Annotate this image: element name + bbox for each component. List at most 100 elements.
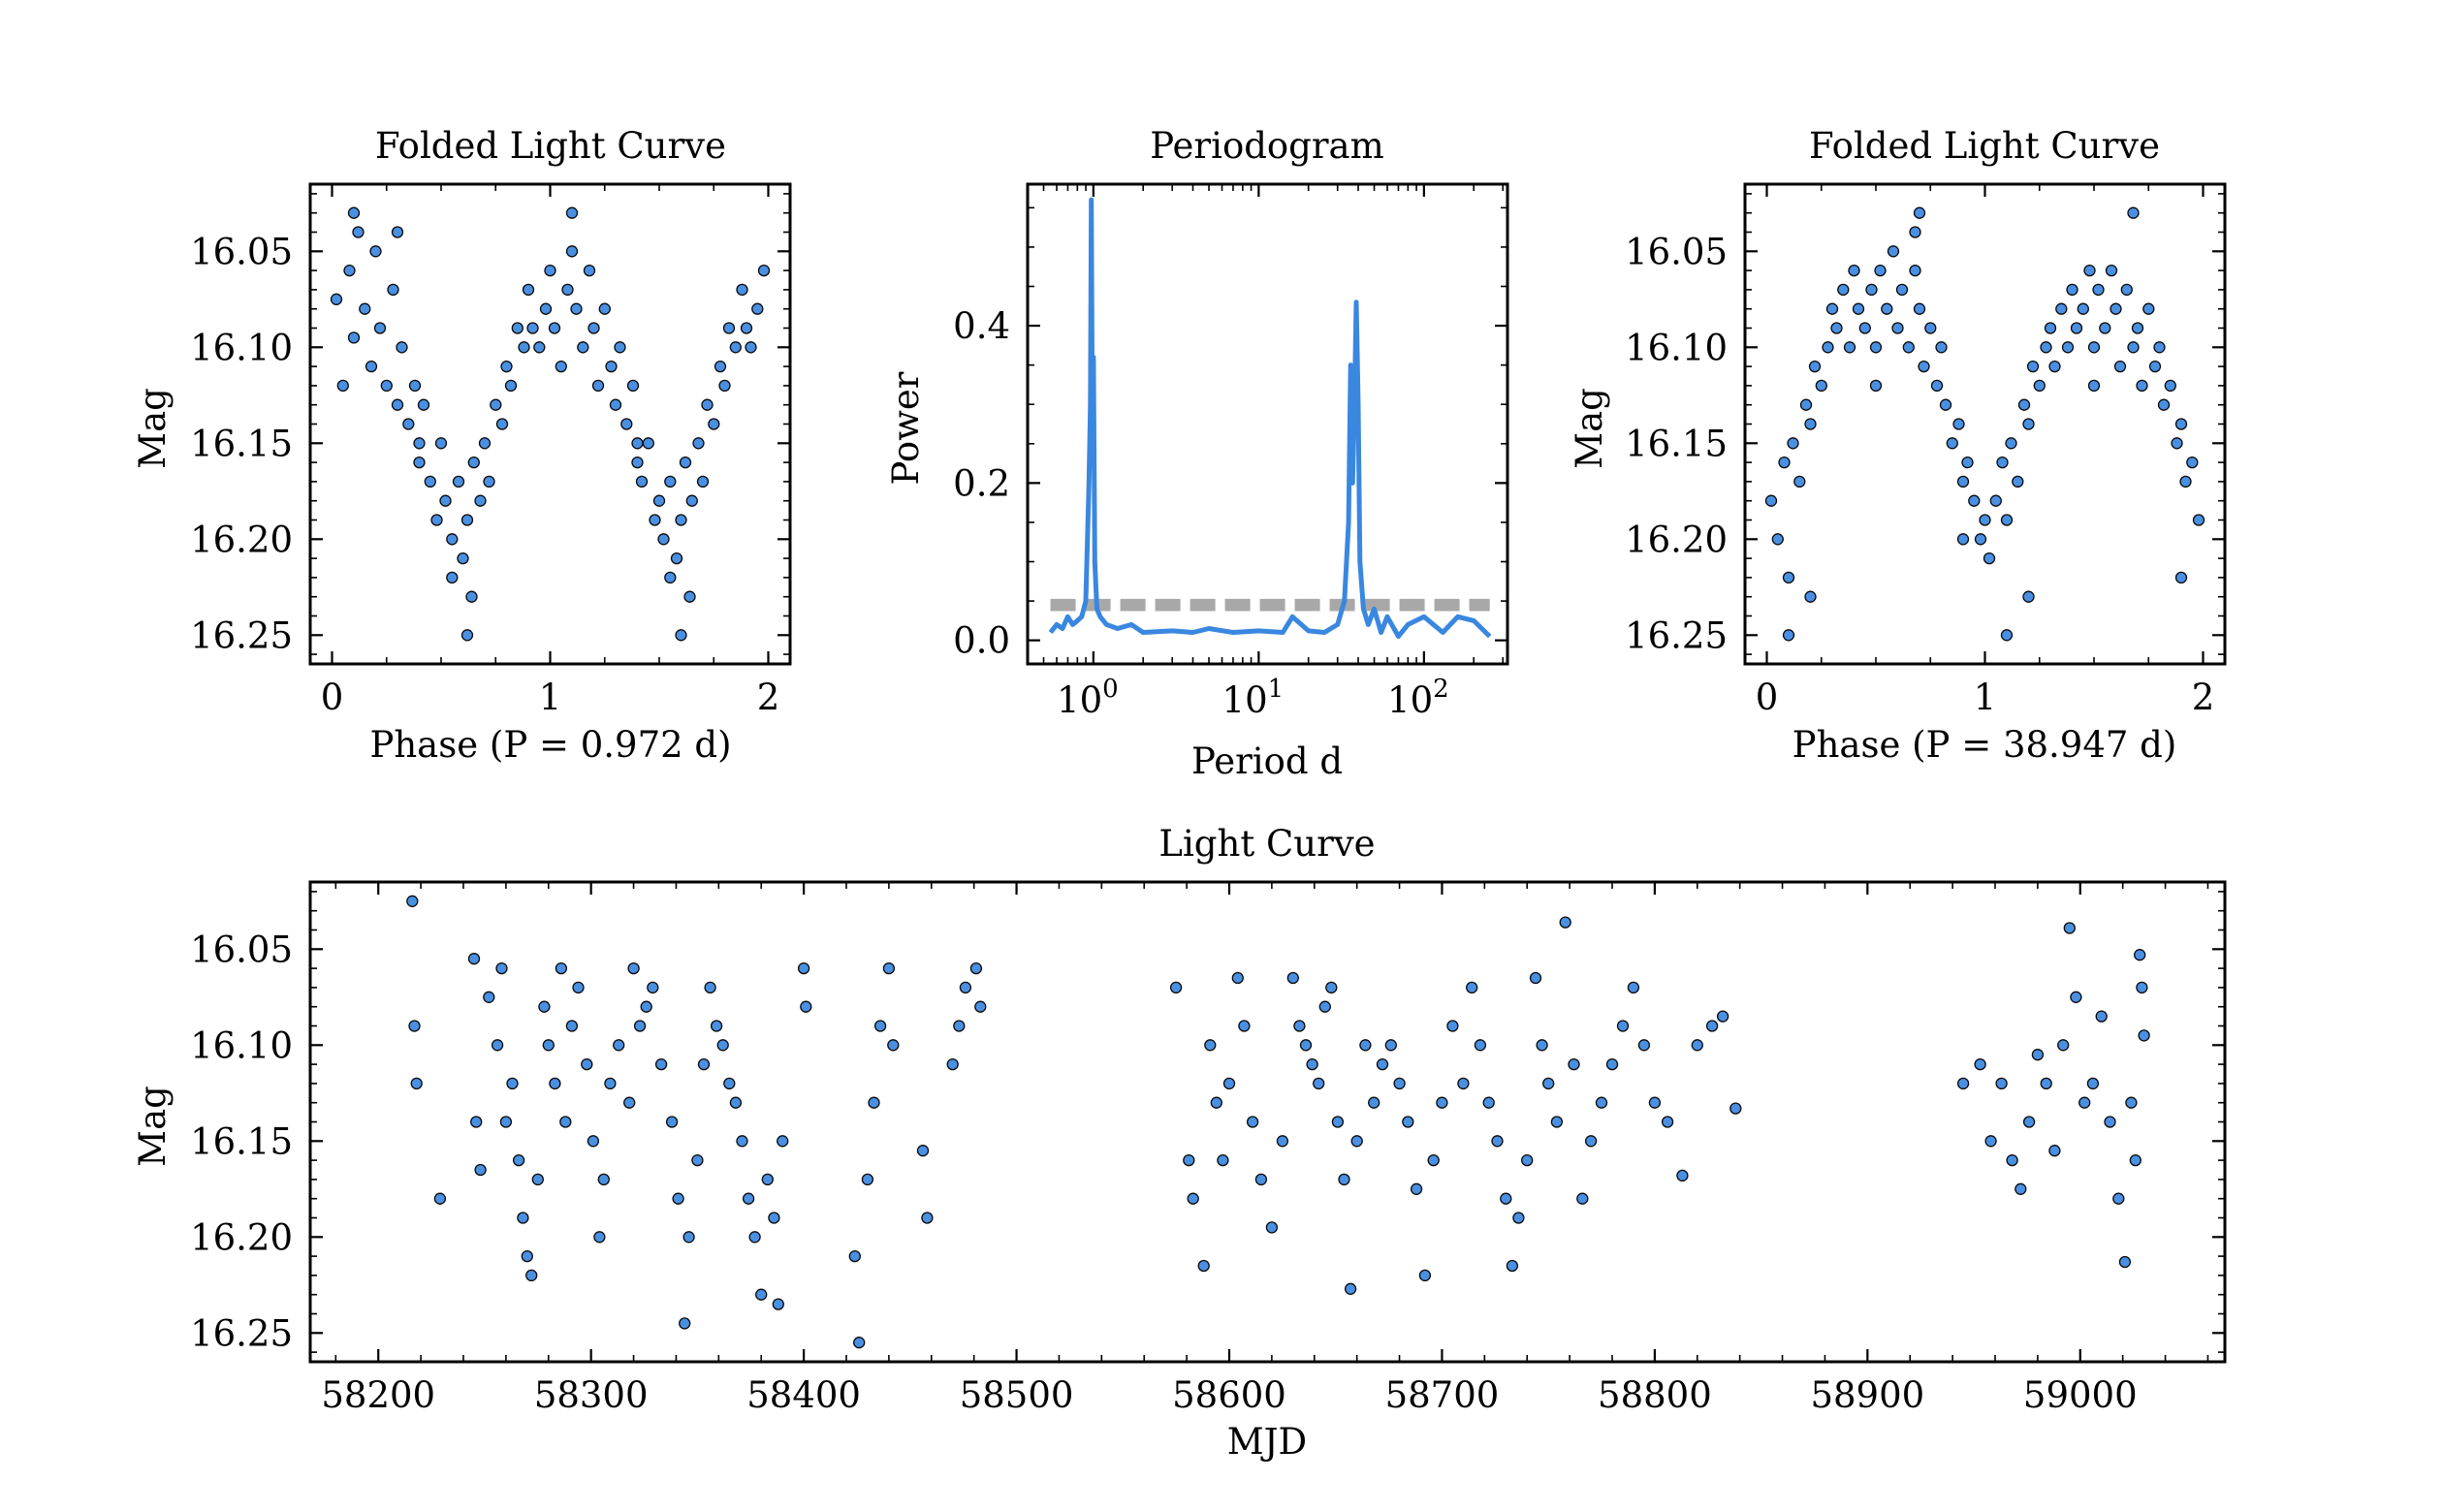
light-curve-panel: Light Curve MJD Mag 16.05 16.10 16.15 16.20… <box>132 823 2227 1463</box>
light-curve-frame <box>308 880 2227 1364</box>
data-point <box>685 494 698 507</box>
data-point <box>1858 322 1871 334</box>
data-point <box>2040 341 2052 354</box>
data-point <box>457 551 469 565</box>
data-point <box>2040 1077 2052 1090</box>
data-point <box>1822 341 1834 354</box>
data-point <box>1500 1192 1512 1205</box>
x-tick-label: 58400 <box>746 1374 861 1416</box>
data-point <box>359 302 371 315</box>
data-point <box>1436 1096 1448 1109</box>
data-point <box>549 1077 561 1090</box>
data-point <box>402 418 415 430</box>
data-point <box>1837 283 1850 297</box>
data-point <box>691 1153 704 1167</box>
x-tick-label: 101 <box>1222 675 1285 721</box>
data-point <box>373 322 387 334</box>
data-point <box>882 961 896 975</box>
data-point <box>597 1173 610 1186</box>
data-point <box>408 1020 421 1032</box>
data-point <box>495 418 509 430</box>
data-point <box>1457 1077 1470 1090</box>
data-point <box>672 1192 684 1205</box>
data-point <box>483 991 495 1003</box>
data-point <box>1869 379 1883 393</box>
data-point <box>467 456 480 469</box>
data-point <box>1787 437 1799 450</box>
data-point <box>1946 437 1958 450</box>
data-point <box>1661 1116 1674 1128</box>
data-point <box>446 571 459 584</box>
data-point <box>542 1039 555 1052</box>
y-tick-label: 16.15 <box>190 423 293 464</box>
data-point <box>649 514 661 526</box>
light-curve-title: Light Curve <box>1158 823 1375 865</box>
data-point <box>1716 1010 1729 1023</box>
data-point <box>1782 629 1795 642</box>
data-point <box>565 245 579 258</box>
data-point <box>757 264 771 277</box>
y-tick-label: 16.10 <box>190 327 293 368</box>
data-point <box>474 494 487 507</box>
data-point <box>2171 437 2183 450</box>
data-point <box>1542 1077 1555 1090</box>
periodogram-frame <box>1026 182 1509 666</box>
x-tick-label: 1 <box>539 677 562 718</box>
data-point <box>352 226 365 238</box>
data-point <box>1843 341 1856 354</box>
data-point <box>1418 1269 1432 1282</box>
data-point <box>1961 456 1974 469</box>
data-point <box>664 475 677 488</box>
data-point <box>1979 514 1991 526</box>
data-point <box>633 1020 647 1032</box>
data-point <box>654 1057 668 1071</box>
data-point <box>1183 1153 1195 1167</box>
data-point <box>2118 1255 2132 1269</box>
data-point <box>2127 206 2140 219</box>
data-point <box>696 475 710 488</box>
data-point <box>2095 1010 2108 1023</box>
data-point <box>1313 1077 1325 1090</box>
data-point <box>2129 1153 2142 1167</box>
data-point <box>555 961 568 975</box>
data-point <box>2157 398 2171 411</box>
data-point <box>1848 264 1860 277</box>
data-point <box>2120 283 2133 297</box>
data-point <box>1956 1077 1970 1090</box>
data-point <box>708 418 720 430</box>
y-tick-label: 16.20 <box>190 519 293 560</box>
light-curve-xlabel: MJD <box>1227 1421 1307 1463</box>
data-point <box>548 322 561 334</box>
data-point <box>1238 1020 1251 1032</box>
data-point <box>647 981 659 994</box>
y-tick-label: 16.15 <box>1625 423 1728 464</box>
data-point <box>1204 1039 1217 1052</box>
data-point <box>1804 418 1817 430</box>
folded-2-ylabel: Mag <box>1569 388 1610 469</box>
periodogram-ylabel: Power <box>885 371 927 485</box>
y-tick-label: 16.20 <box>1625 519 1728 560</box>
data-point <box>1952 418 1965 430</box>
periodogram-title: Periodogram <box>1150 125 1383 167</box>
data-point <box>1474 1039 1487 1052</box>
data-point <box>736 1135 748 1148</box>
data-point <box>652 494 666 507</box>
data-point <box>1368 1096 1380 1109</box>
data-point <box>2026 360 2040 373</box>
periodogram-xlabel: Period d <box>1191 740 1343 782</box>
y-tick-label: 16.05 <box>1625 231 1728 272</box>
data-point <box>365 360 378 373</box>
data-point <box>1909 264 1921 277</box>
data-point <box>1265 1221 1279 1234</box>
x-tick-label: 102 <box>1387 675 1449 721</box>
data-point <box>1799 398 1813 411</box>
data-point <box>1521 1153 1534 1167</box>
data-point <box>946 1057 959 1071</box>
data-point <box>330 293 343 305</box>
x-tick-label-base: 10 <box>1387 679 1433 721</box>
data-point <box>2192 514 2205 526</box>
data-point <box>718 379 731 393</box>
periodogram-threshold-lines <box>1050 598 1490 612</box>
data-point <box>417 398 430 411</box>
